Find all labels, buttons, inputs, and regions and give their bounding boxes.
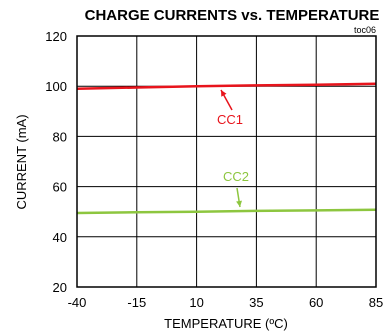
grid <box>76 35 377 288</box>
y-tick-labels: 120 100 80 60 40 20 <box>45 29 67 295</box>
arrowhead-icon <box>221 90 227 97</box>
x-tick-label: 35 <box>249 295 263 310</box>
chart-note: toc06 <box>354 25 376 35</box>
x-tick-label: 60 <box>309 295 323 310</box>
series-label-cc2: CC2 <box>223 169 249 184</box>
x-tick-labels: -40 -15 10 35 60 85 <box>68 295 384 310</box>
arrowhead-icon <box>236 200 242 207</box>
y-tick-label: 120 <box>45 29 67 44</box>
series-annotations: CC1 CC2 <box>217 89 249 208</box>
x-tick-label: 85 <box>369 295 383 310</box>
x-axis-title: TEMPERATURE (ºC) <box>164 316 288 331</box>
y-tick-label: 20 <box>53 280 67 295</box>
y-axis-title: CURRENT (mA) <box>14 114 29 209</box>
plot-frame <box>76 35 377 288</box>
x-tick-label: -15 <box>127 295 146 310</box>
y-tick-label: 80 <box>53 129 67 144</box>
series-line-cc1 <box>76 82 377 90</box>
y-tick-label: 100 <box>45 79 67 94</box>
y-tick-label: 60 <box>53 180 67 195</box>
series-layer <box>76 82 377 215</box>
series-line-cc2 <box>76 208 377 215</box>
x-tick-label: 10 <box>189 295 203 310</box>
x-tick-label: -40 <box>68 295 87 310</box>
series-label-cc1: CC1 <box>217 112 243 127</box>
chart-title: CHARGE CURRENTS vs. TEMPERATURE <box>85 7 380 24</box>
y-tick-label: 40 <box>53 230 67 245</box>
